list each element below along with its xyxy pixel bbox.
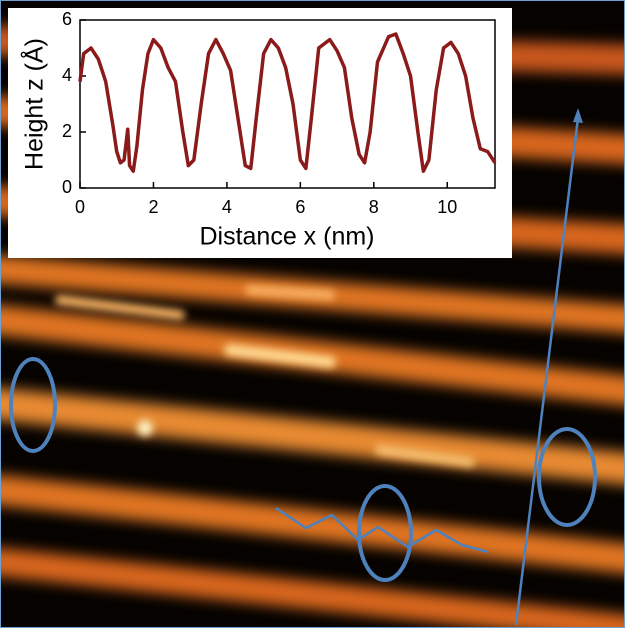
x-tick-label: 8 — [369, 197, 379, 217]
highlight — [375, 445, 475, 467]
y-tick-label: 6 — [62, 9, 72, 29]
x-tick-label: 2 — [148, 197, 158, 217]
x-tick-label: 10 — [437, 197, 457, 217]
highlight — [137, 420, 153, 436]
plot-frame — [79, 19, 496, 189]
stripe — [0, 548, 625, 628]
y-axis-label: Height z (Å) — [19, 38, 49, 170]
x-tick-label: 4 — [222, 197, 232, 217]
profile-line — [78, 32, 497, 173]
x-tick-label: 6 — [295, 197, 305, 217]
ellipse-marker — [537, 427, 597, 527]
highlight — [55, 295, 185, 320]
inset-background — [8, 8, 512, 258]
stm-highlights — [55, 285, 475, 467]
arrow-head — [573, 108, 583, 123]
y-tick-label: 4 — [62, 65, 72, 85]
ellipse-marker — [357, 484, 413, 582]
profile-arrow — [514, 117, 580, 626]
x-axis-label: Distance x (nm) — [199, 223, 374, 251]
stripe — [0, 475, 625, 574]
highlight — [245, 285, 335, 300]
annotations — [9, 357, 597, 582]
stripe — [0, 387, 625, 485]
ellipse-marker — [9, 357, 57, 453]
zigzag-trace — [275, 506, 489, 554]
highlight — [224, 344, 336, 368]
x-tick-label: 0 — [75, 197, 85, 217]
y-tick-label: 0 — [62, 177, 72, 197]
y-tick-label: 2 — [62, 121, 72, 141]
